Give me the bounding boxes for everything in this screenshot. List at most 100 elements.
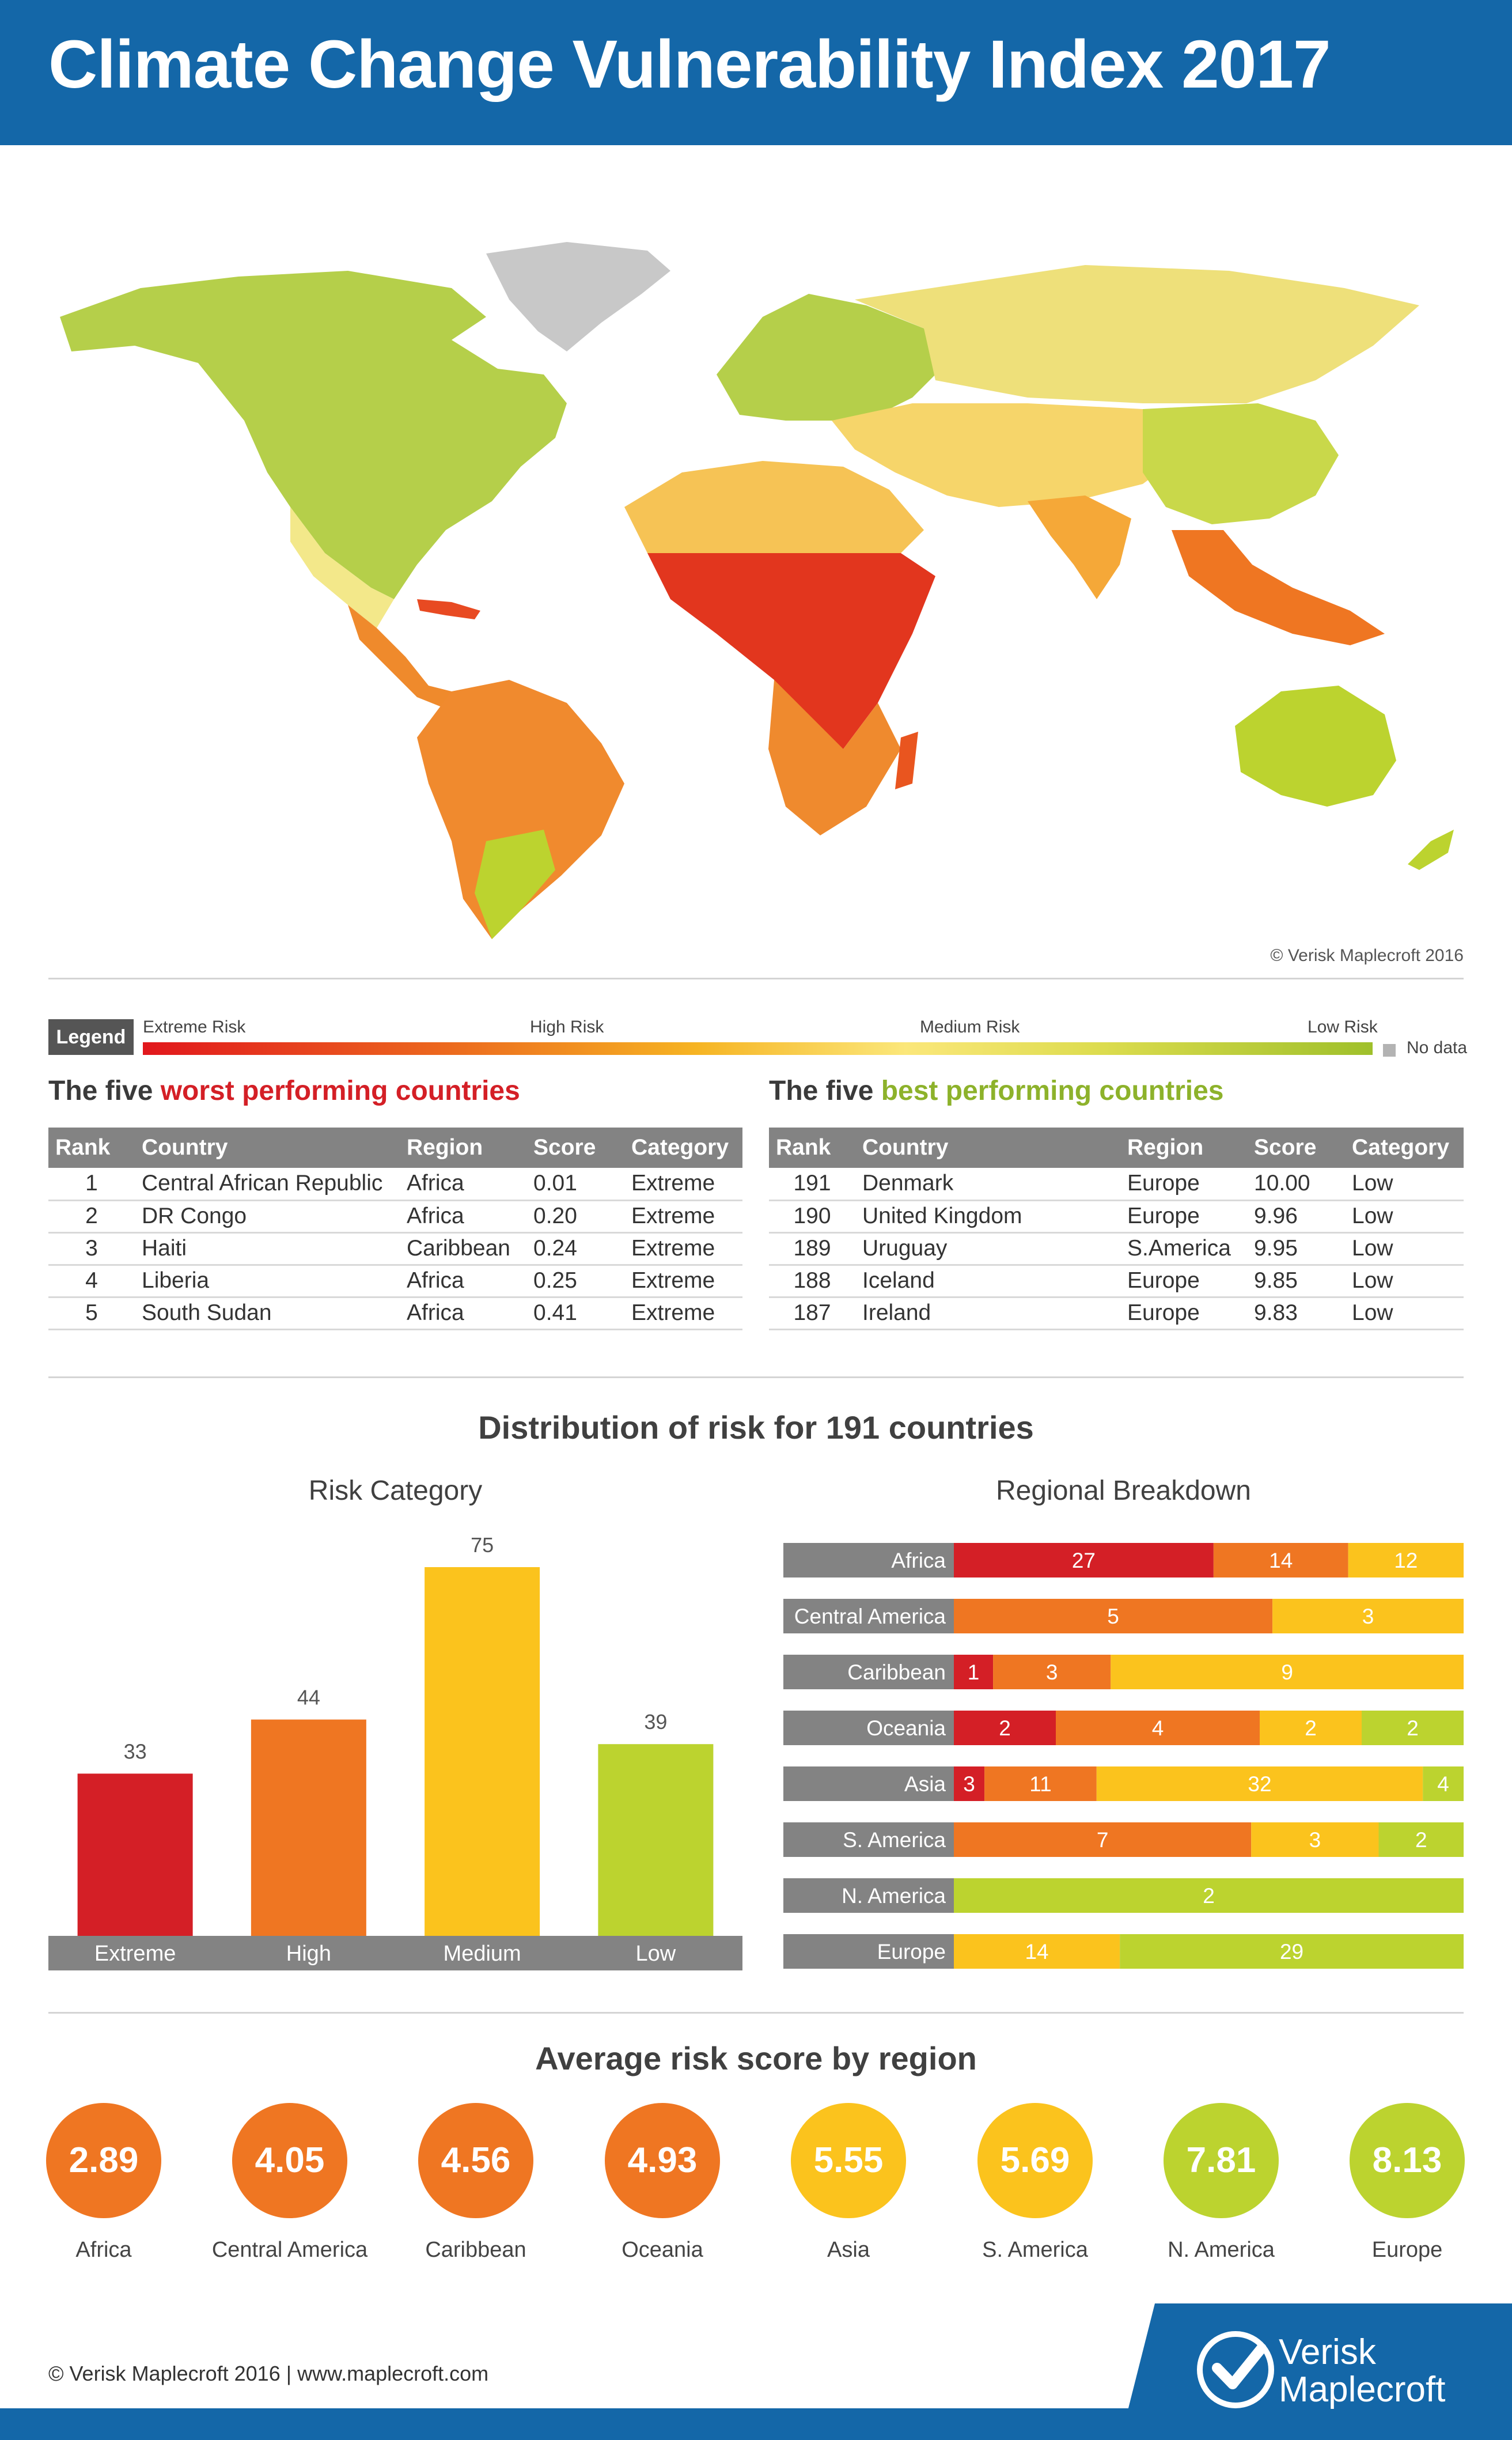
column-header: Region bbox=[1120, 1128, 1247, 1168]
average-region-label: Europe bbox=[1371, 2238, 1443, 2262]
stacked-segment bbox=[1272, 1599, 1464, 1633]
table-cell: Africa bbox=[400, 1265, 526, 1298]
column-header: Country bbox=[855, 1128, 1120, 1168]
risk-category-chart: 33 Extreme 44 High 75 Medium 39 Low bbox=[48, 1533, 742, 1970]
table-cell: DR Congo bbox=[135, 1200, 400, 1234]
average-region-label: Caribbean bbox=[425, 2238, 526, 2262]
region-tick-label: Caribbean bbox=[847, 1660, 946, 1684]
table-cell: 5 bbox=[48, 1297, 135, 1330]
region-label-box bbox=[783, 1822, 954, 1857]
region-label-box bbox=[783, 1766, 954, 1801]
bar-value-label: 33 bbox=[124, 1739, 147, 1763]
worst-countries-table: Rank Country Region Score Category 1 Central … bbox=[48, 1128, 742, 1330]
segment-value-label: 1 bbox=[968, 1660, 980, 1684]
australia-shape bbox=[1235, 686, 1396, 807]
average-region-label: Asia bbox=[827, 2238, 870, 2262]
north-asia-shape bbox=[855, 265, 1419, 403]
stacked-segment bbox=[1423, 1766, 1464, 1801]
segment-value-label: 11 bbox=[1029, 1772, 1051, 1796]
table-row: 187 Ireland Europe 9.83 Low bbox=[769, 1297, 1464, 1330]
worst-title-highlight: worst performing countries bbox=[160, 1076, 520, 1106]
segment-value-label: 4 bbox=[1152, 1716, 1164, 1740]
logo-text-line1: Verisk bbox=[1279, 2332, 1377, 2372]
column-header: Score bbox=[526, 1128, 624, 1168]
greenland-shape bbox=[486, 242, 670, 351]
legend-extreme-label: Extreme Risk bbox=[143, 1017, 246, 1036]
average-score-circle: 7.81 bbox=[1164, 2103, 1279, 2218]
region-average-item: 4.56 Caribbean bbox=[384, 2103, 568, 2263]
central-america-shape bbox=[348, 605, 452, 709]
column-header: Category bbox=[1345, 1128, 1464, 1168]
africa-north-shape bbox=[624, 461, 924, 553]
stacked-segment bbox=[954, 1934, 1120, 1969]
divider bbox=[48, 2012, 1464, 2014]
north-america-shape bbox=[60, 271, 567, 599]
region-average-item: 5.55 Asia bbox=[756, 2103, 941, 2263]
segment-value-label: 2 bbox=[1415, 1828, 1427, 1852]
segment-value-label: 2 bbox=[1203, 1884, 1215, 1908]
regional-breakdown-title: Regional Breakdown bbox=[996, 1476, 1251, 1506]
average-score-circle: 4.56 bbox=[418, 2103, 533, 2218]
best-title-prefix: The five bbox=[769, 1076, 881, 1106]
average-region-label: Central America bbox=[211, 2238, 368, 2262]
africa-central-shape bbox=[647, 553, 935, 749]
south-america-shape bbox=[417, 680, 624, 939]
stacked-segment bbox=[1348, 1543, 1464, 1578]
table-cell: Low bbox=[1345, 1297, 1464, 1330]
segment-value-label: 32 bbox=[1248, 1772, 1271, 1796]
region-tick-label: Asia bbox=[904, 1772, 946, 1796]
stacked-segment bbox=[954, 1599, 1273, 1633]
table-cell: Central African Republic bbox=[135, 1168, 400, 1201]
table-cell: 190 bbox=[769, 1200, 855, 1234]
stacked-segment bbox=[954, 1766, 985, 1801]
stacked-segment bbox=[954, 1878, 1464, 1913]
table-cell: Extreme bbox=[624, 1200, 742, 1234]
table-row: 190 United Kingdom Europe 9.96 Low bbox=[769, 1200, 1464, 1234]
segment-value-label: 5 bbox=[1107, 1605, 1119, 1628]
average-region-label: Africa bbox=[75, 2238, 132, 2262]
table-cell: 188 bbox=[769, 1265, 855, 1298]
table-cell: Ireland bbox=[855, 1297, 1120, 1330]
table-cell: 0.25 bbox=[526, 1265, 624, 1298]
average-score-circles: 2.89 Africa 4.05 Central America 4.56 Caribbe… bbox=[0, 2103, 1512, 2276]
table-header-row: Rank Country Region Score Category bbox=[769, 1128, 1464, 1168]
table-row: 5 South Sudan Africa 0.41 Extreme bbox=[48, 1297, 742, 1330]
table-cell: Uruguay bbox=[855, 1232, 1120, 1266]
world-map-svg bbox=[60, 242, 1454, 939]
segment-value-label: 27 bbox=[1072, 1549, 1096, 1572]
table-cell: Extreme bbox=[624, 1168, 742, 1201]
average-score-circle: 8.13 bbox=[1350, 2103, 1465, 2218]
table-cell: 0.20 bbox=[526, 1200, 624, 1234]
table-cell: 9.83 bbox=[1247, 1297, 1345, 1330]
segment-value-label: 3 bbox=[1046, 1660, 1058, 1684]
average-score-circle: 2.89 bbox=[46, 2103, 161, 2218]
table-cell: Low bbox=[1345, 1232, 1464, 1266]
table-row: 1 Central African Republic Africa 0.01 Extre… bbox=[48, 1168, 742, 1201]
table-cell: 10.00 bbox=[1247, 1168, 1345, 1201]
table-row: 2 DR Congo Africa 0.20 Extreme bbox=[48, 1200, 742, 1234]
segment-value-label: 9 bbox=[1281, 1660, 1293, 1684]
table-cell: Europe bbox=[1120, 1265, 1247, 1298]
category-bar bbox=[251, 1719, 366, 1936]
middle-east-shape bbox=[832, 403, 1189, 507]
region-average-item: 2.89 Africa bbox=[12, 2103, 196, 2263]
south-america-south-shape bbox=[475, 830, 555, 939]
table-cell: Africa bbox=[400, 1168, 526, 1201]
table-cell: Iceland bbox=[855, 1265, 1120, 1298]
table-row: 4 Liberia Africa 0.25 Extreme bbox=[48, 1265, 742, 1298]
table-cell: 9.96 bbox=[1247, 1200, 1345, 1234]
caribbean-shape bbox=[417, 599, 480, 619]
table-cell: South Sudan bbox=[135, 1297, 400, 1330]
table-cell: 1 bbox=[48, 1168, 135, 1201]
stacked-segment bbox=[1362, 1711, 1464, 1745]
table-cell: Liberia bbox=[135, 1265, 400, 1298]
table-cell: 0.01 bbox=[526, 1168, 624, 1201]
north-america-south-shape bbox=[290, 507, 394, 628]
africa-south-shape bbox=[768, 680, 901, 835]
column-header: Region bbox=[400, 1128, 526, 1168]
table-cell: 187 bbox=[769, 1297, 855, 1330]
stacked-segment bbox=[954, 1543, 1214, 1578]
logo-text-line2: Maplecroft bbox=[1279, 2370, 1445, 2409]
category-tick-label: Extreme bbox=[94, 1942, 176, 1966]
